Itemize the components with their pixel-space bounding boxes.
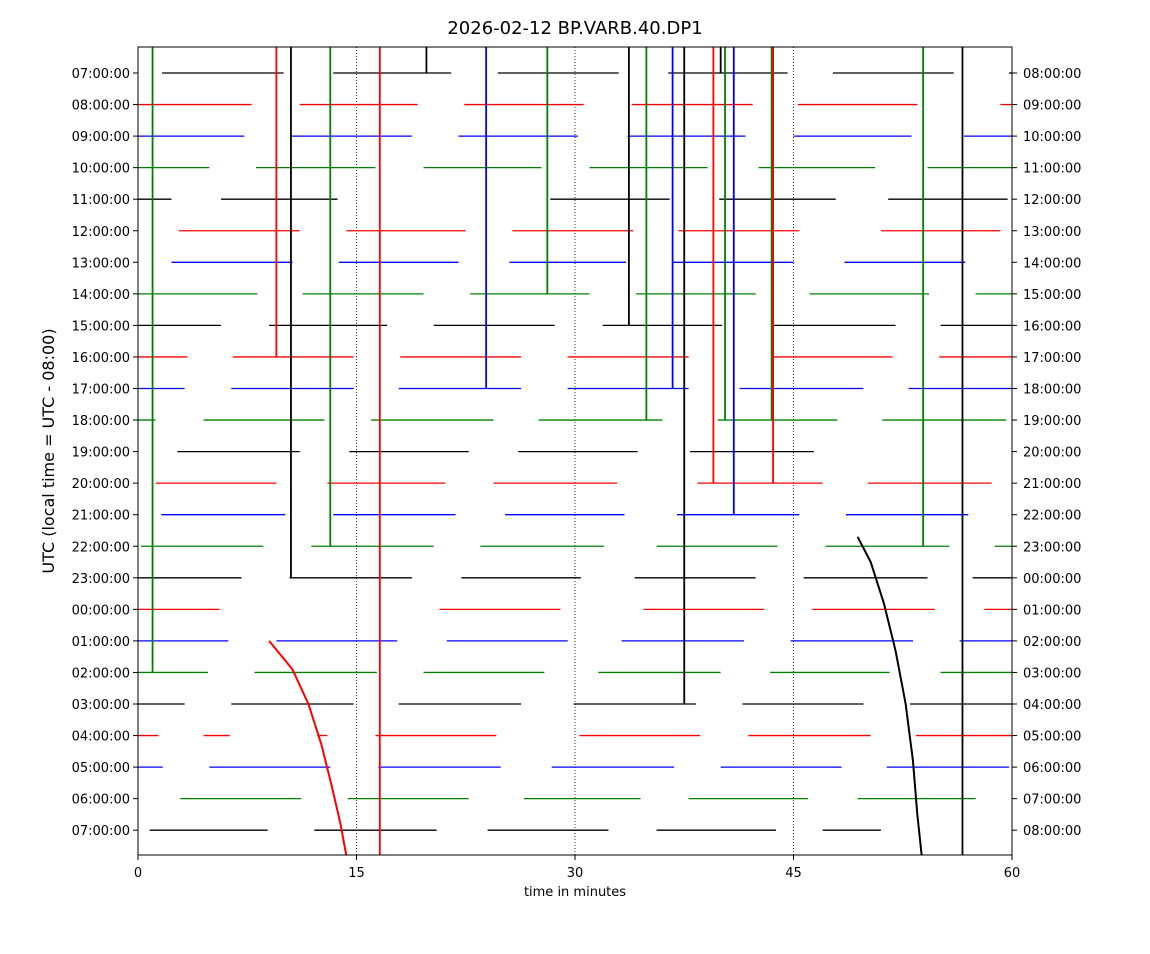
y-tick-label-left: 23:00:00 — [72, 572, 130, 587]
y-tick-label-right: 15:00:00 — [1023, 288, 1081, 303]
y-tick-label-right: 13:00:00 — [1023, 225, 1081, 240]
y-tick-label-left: 09:00:00 — [72, 130, 130, 145]
y-tick-label-left: 18:00:00 — [72, 414, 130, 429]
y-tick-label-right: 08:00:00 — [1023, 824, 1081, 839]
y-tick-label-right: 18:00:00 — [1023, 383, 1081, 398]
x-axis-label: time in minutes — [524, 885, 626, 900]
y-tick-label-right: 02:00:00 — [1023, 635, 1081, 650]
y-tick-label-left: 04:00:00 — [72, 730, 130, 745]
trace-curve — [856, 536, 923, 856]
trace-curve — [268, 640, 348, 856]
y-tick-label-right: 04:00:00 — [1023, 698, 1081, 713]
y-tick-label-left: 20:00:00 — [72, 477, 130, 492]
y-tick-label-right: 06:00:00 — [1023, 761, 1081, 776]
y-tick-label-right: 14:00:00 — [1023, 256, 1081, 271]
y-tick-label-left: 12:00:00 — [72, 225, 130, 240]
y-tick-label-right: 07:00:00 — [1023, 793, 1081, 808]
y-tick-label-left: 10:00:00 — [72, 162, 130, 177]
x-tick-label: 45 — [785, 866, 802, 881]
y-tick-label-right: 05:00:00 — [1023, 730, 1081, 745]
y-tick-label-left: 06:00:00 — [72, 793, 130, 808]
chart-title: 2026-02-12 BP.VARB.40.DP1 — [447, 18, 702, 39]
y-tick-label-right: 08:00:00 — [1023, 67, 1081, 82]
x-tick-label: 30 — [567, 866, 584, 881]
y-tick-label-left: 21:00:00 — [72, 509, 130, 524]
y-tick-label-right: 11:00:00 — [1023, 162, 1081, 177]
y-tick-label-left: 16:00:00 — [72, 351, 130, 366]
y-tick-label-right: 03:00:00 — [1023, 666, 1081, 681]
y-tick-label-left: 11:00:00 — [72, 193, 130, 208]
y-tick-label-right: 12:00:00 — [1023, 193, 1081, 208]
plot-area: 0 15 30 45 60 07:00:00 08:00:00 09:00:00 10:00:0… — [72, 46, 1081, 881]
y-tick-label-left: 03:00:00 — [72, 698, 130, 713]
y-tick-label-right: 17:00:00 — [1023, 351, 1081, 366]
y-tick-label-left: 02:00:00 — [72, 666, 130, 681]
y-tick-label-left: 00:00:00 — [72, 603, 130, 618]
y-tick-label-left: 08:00:00 — [72, 99, 130, 114]
y-tick-label-right: 09:00:00 — [1023, 99, 1081, 114]
y-tick-label-left: 05:00:00 — [72, 761, 130, 776]
y-tick-label-right: 22:00:00 — [1023, 509, 1081, 524]
y-tick-label-left: 07:00:00 — [72, 67, 130, 82]
y-tick-label-left: 01:00:00 — [72, 635, 130, 650]
y-tick-label-left: 17:00:00 — [72, 383, 130, 398]
y-tick-label-right: 00:00:00 — [1023, 572, 1081, 587]
y-tick-label-right: 16:00:00 — [1023, 319, 1081, 334]
y-tick-label-left: 13:00:00 — [72, 256, 130, 271]
y-tick-label-right: 19:00:00 — [1023, 414, 1081, 429]
x-tick-label: 15 — [348, 866, 365, 881]
y-tick-label-left: 19:00:00 — [72, 446, 130, 461]
y-tick-label-left: 14:00:00 — [72, 288, 130, 303]
y-tick-label-right: 23:00:00 — [1023, 540, 1081, 555]
x-tick-label: 0 — [134, 866, 142, 881]
y-tick-label-right: 20:00:00 — [1023, 446, 1081, 461]
x-tick-label: 60 — [1004, 866, 1021, 881]
y-tick-label-right: 21:00:00 — [1023, 477, 1081, 492]
y-tick-label-right: 01:00:00 — [1023, 603, 1081, 618]
y-tick-label-left: 07:00:00 — [72, 824, 130, 839]
y-tick-label-left: 22:00:00 — [72, 540, 130, 555]
y-tick-label-right: 10:00:00 — [1023, 130, 1081, 145]
y-tick-label-left: 15:00:00 — [72, 319, 130, 334]
y-axis-label: UTC (local time = UTC - 08:00) — [39, 328, 58, 573]
